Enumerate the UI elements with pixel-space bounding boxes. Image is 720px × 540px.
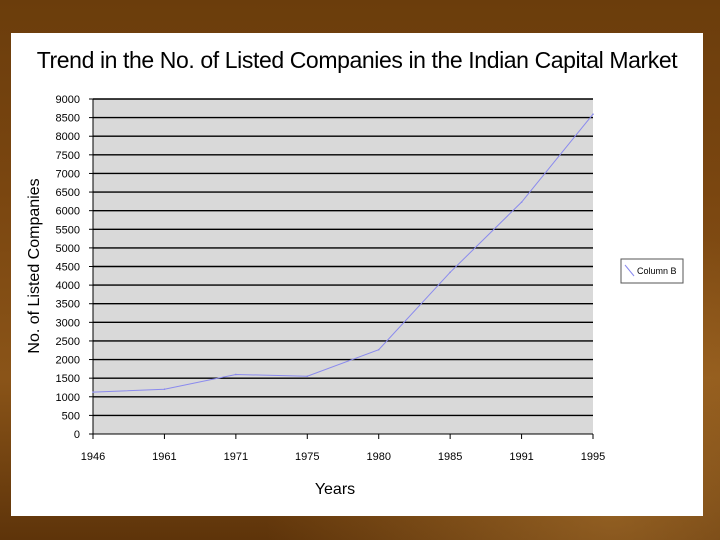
legend: Column B: [620, 258, 684, 284]
x-tick-label: 1985: [438, 451, 462, 463]
legend-swatch: [624, 264, 635, 277]
y-axis-ticks: 0 500 1000 1500 2000 2500 3000 3500 4000 4500 5000…: [56, 94, 93, 441]
y-tick-label: 7000: [56, 168, 80, 180]
y-tick-label: 3000: [56, 317, 80, 329]
data-point: [592, 113, 594, 115]
y-tick-label: 2000: [56, 355, 80, 367]
y-tick-label: 1500: [56, 373, 80, 385]
y-tick-label: 5500: [56, 224, 80, 236]
y-tick-label: 500: [62, 410, 80, 422]
data-point: [235, 373, 237, 376]
data-point: [449, 271, 451, 274]
data-point: [520, 201, 523, 203]
legend-label: Column B: [637, 266, 677, 276]
line-chart: 0 500 1000 1500 2000 2500 3000 3500 4000 4500 5000…: [26, 94, 684, 498]
data-point: [377, 348, 380, 351]
chart-title: Trend in the No. of Listed Companies in …: [36, 47, 678, 73]
x-tick-label: 1995: [581, 451, 605, 463]
y-tick-label: 0: [74, 429, 80, 441]
y-tick-label: 6500: [56, 187, 80, 199]
x-tick-label: 1946: [81, 451, 105, 463]
y-axis-title: No. of Listed Companies: [26, 178, 43, 353]
y-tick-label: 6000: [56, 206, 80, 218]
gridlines: [93, 98, 593, 417]
y-tick-label: 7500: [56, 150, 80, 162]
y-tick-label: 1000: [56, 392, 80, 404]
x-tick-label: 1975: [295, 451, 319, 463]
series-layer: [92, 113, 594, 393]
x-axis-ticks: 1946 1961 1971 1975 1980 1985 1991 1995: [81, 434, 605, 463]
y-tick-label: 2500: [56, 336, 80, 348]
y-tick-label: 4000: [56, 280, 80, 292]
y-tick-label: 4500: [56, 262, 80, 274]
x-axis-title: Years: [315, 481, 355, 498]
data-point: [92, 391, 94, 393]
x-tick-label: 1991: [509, 451, 533, 463]
x-tick-label: 1980: [366, 451, 390, 463]
chart-panel: Trend in the No. of Listed Companies in …: [11, 33, 703, 516]
series-line: [92, 113, 594, 393]
y-tick-label: 8500: [56, 113, 80, 125]
data-point: [306, 375, 309, 378]
y-tick-label: 3500: [56, 299, 80, 311]
y-tick-label: 8000: [56, 131, 80, 143]
x-tick-label: 1961: [152, 451, 176, 463]
legend-box: [620, 258, 684, 284]
data-point: [163, 388, 166, 391]
x-tick-label: 1971: [224, 451, 248, 463]
y-tick-label: 5000: [56, 243, 80, 255]
y-tick-label: 9000: [56, 94, 80, 106]
